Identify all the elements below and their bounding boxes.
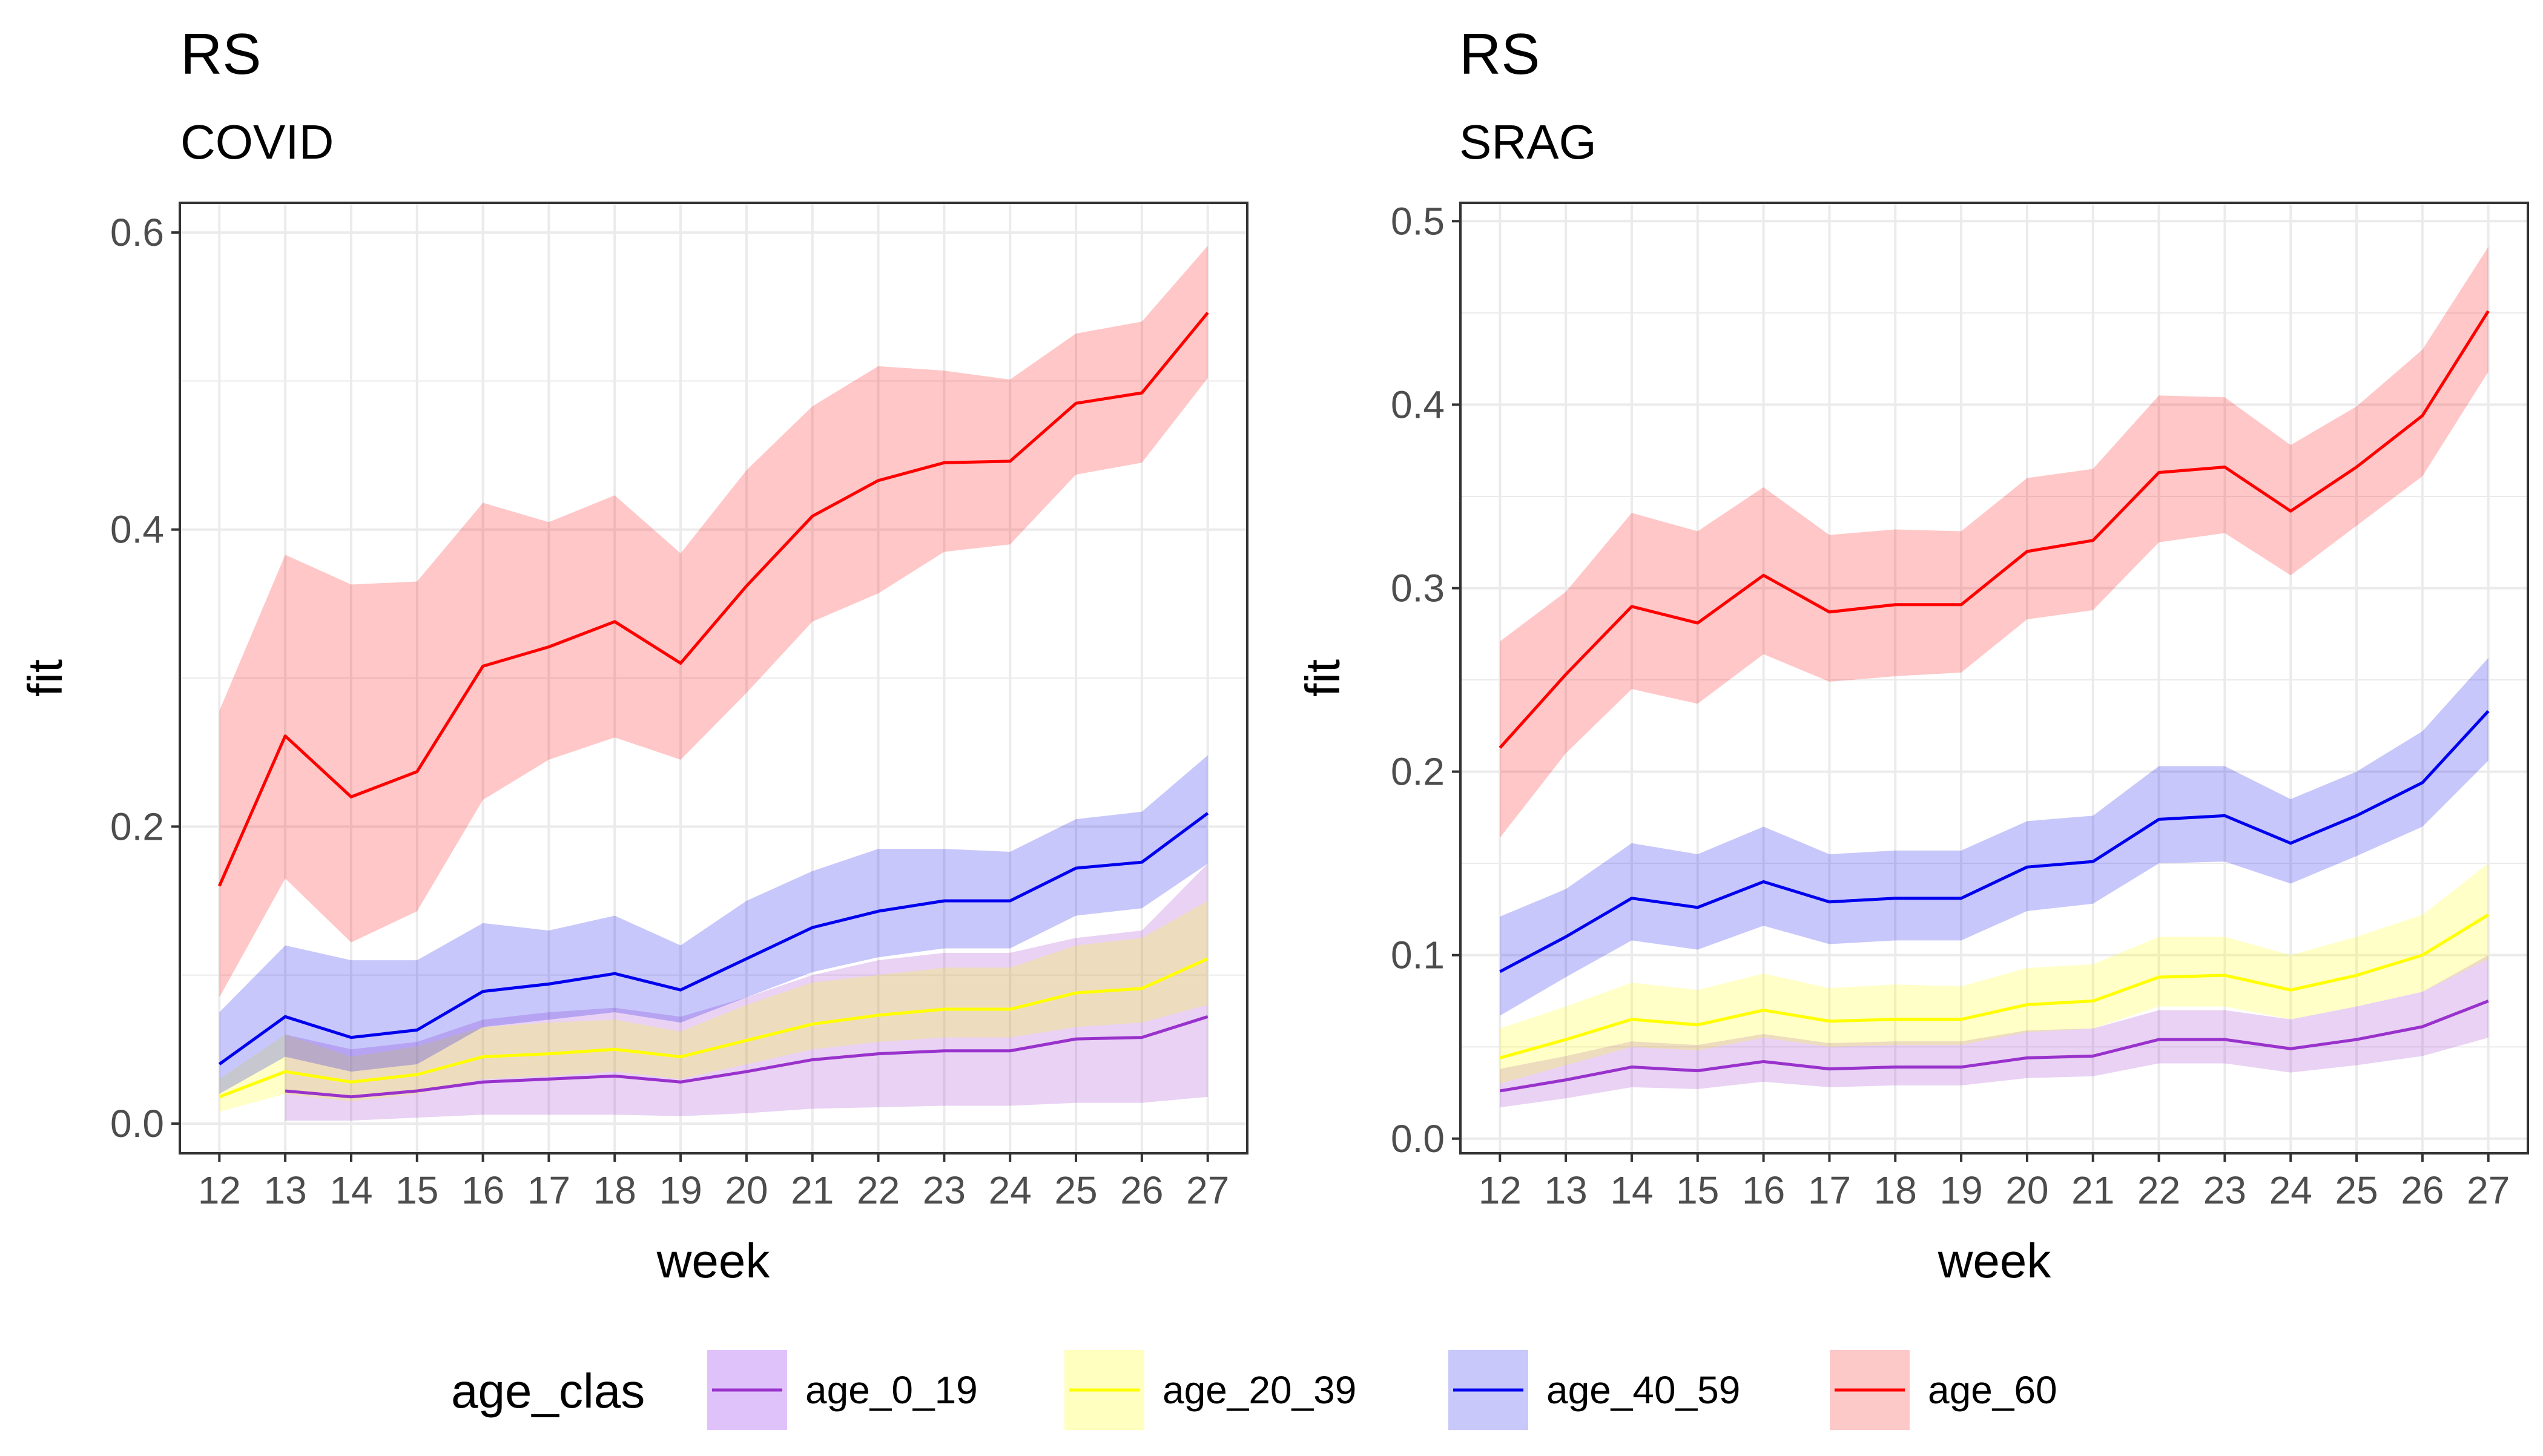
x-tick-label: 26 xyxy=(2401,1168,2444,1212)
panel-subtitle: SRAG xyxy=(1459,115,1597,169)
x-tick-label: 18 xyxy=(593,1168,636,1212)
ribbon-age_40_59 xyxy=(219,755,1208,1094)
x-tick-label: 13 xyxy=(1545,1168,1588,1212)
ribbon-age_60 xyxy=(1500,246,2489,838)
x-tick-label: 21 xyxy=(2071,1168,2114,1212)
x-tick-label: 26 xyxy=(1120,1168,1163,1212)
series-line-age_40_59 xyxy=(218,812,1209,1066)
x-tick-label: 13 xyxy=(264,1168,307,1212)
plot-background xyxy=(1460,203,2528,1153)
x-axis: 12 13 14 15 16 17 18 19 20 21 22 23 24 25 26 27 xyxy=(1479,1153,2510,1212)
panel-srag: RS SRAG week fit 12 13 14 15 16 17 18 19 20 21 22 2… xyxy=(1296,22,2529,1288)
x-tick-label: 20 xyxy=(725,1168,768,1212)
x-tick-label: 12 xyxy=(198,1168,241,1212)
plot-border xyxy=(1459,202,2529,1155)
panel-covid: RS COVID week fit 12 13 14 15 16 17 18 19 20 21 22… xyxy=(18,22,1248,1288)
x-tick-label: 15 xyxy=(1676,1168,1719,1212)
panel-subtitle: COVID xyxy=(180,115,334,169)
ribbon-age_40_59 xyxy=(1500,657,2489,1016)
x-tick-label: 21 xyxy=(791,1168,834,1212)
ribbon-age_20_39 xyxy=(219,900,1208,1112)
legend-label: age_40_59 xyxy=(1546,1368,1740,1412)
series-line-age_60 xyxy=(218,311,1209,887)
panel-title: RS xyxy=(180,22,261,87)
y-tick-label: 0.3 xyxy=(1391,566,1445,610)
x-tick-label: 19 xyxy=(659,1168,702,1212)
ribbon-age_0_19 xyxy=(1500,955,2489,1108)
x-tick-label: 24 xyxy=(989,1168,1032,1212)
x-tick-label: 16 xyxy=(1742,1168,1785,1212)
ribbon-age_60 xyxy=(219,246,1208,998)
series-line-age_0_19 xyxy=(285,1015,1209,1099)
y-tick-label: 0.5 xyxy=(1391,199,1445,243)
y-axis: 0.0 0.1 0.2 0.3 0.4 0.5 xyxy=(1391,199,1460,1161)
legend-label: age_20_39 xyxy=(1163,1368,1356,1412)
y-axis-title: fit xyxy=(1296,659,1350,697)
plot-area xyxy=(179,202,1248,1155)
plot-border xyxy=(179,202,1248,1155)
x-axis-title: week xyxy=(656,1234,771,1288)
x-tick-label: 25 xyxy=(1054,1168,1097,1212)
ribbon-age_20_39 xyxy=(1500,863,2489,1084)
series-line-age_60 xyxy=(1499,310,2490,749)
y-tick-label: 0.2 xyxy=(1391,750,1445,794)
y-tick-label: 0.1 xyxy=(1391,934,1445,977)
x-tick-label: 23 xyxy=(923,1168,966,1212)
x-tick-label: 25 xyxy=(2335,1168,2378,1212)
series-line-age_40_59 xyxy=(1499,710,2490,973)
x-tick-label: 22 xyxy=(857,1168,900,1212)
series-line-age_20_39 xyxy=(219,957,1209,1099)
x-tick-label: 14 xyxy=(1610,1168,1653,1212)
x-tick-label: 15 xyxy=(395,1168,438,1212)
y-tick-label: 0.6 xyxy=(110,211,164,254)
x-tick-label: 17 xyxy=(527,1168,570,1212)
x-tick-label: 24 xyxy=(2269,1168,2312,1212)
y-tick-label: 0.0 xyxy=(1391,1117,1445,1161)
legend-label: age_60 xyxy=(1928,1368,2057,1412)
series-line-age_20_39 xyxy=(1499,913,2490,1059)
x-tick-label: 18 xyxy=(1874,1168,1917,1212)
y-tick-label: 0.2 xyxy=(110,805,164,848)
y-tick-label: 0.4 xyxy=(1391,383,1445,426)
x-tick-label: 16 xyxy=(461,1168,504,1212)
legend-item-age_60: age_60 xyxy=(1830,1350,2057,1430)
legend-item-age_0_19: age_0_19 xyxy=(707,1350,978,1430)
x-tick-label: 17 xyxy=(1808,1168,1851,1212)
y-tick-label: 0.0 xyxy=(110,1102,164,1145)
x-tick-label: 20 xyxy=(2005,1168,2048,1212)
legend-item-age_20_39: age_20_39 xyxy=(1064,1350,1356,1430)
x-axis: 12 13 14 15 16 17 18 19 20 21 22 23 24 25 26 27 xyxy=(198,1153,1229,1212)
x-tick-label: 19 xyxy=(1939,1168,1982,1212)
legend-label: age_0_19 xyxy=(805,1368,978,1412)
x-tick-label: 23 xyxy=(2203,1168,2246,1212)
x-tick-label: 27 xyxy=(1186,1168,1229,1212)
panel-title: RS xyxy=(1459,22,1540,87)
series-line-age_0_19 xyxy=(1499,1000,2489,1093)
x-tick-label: 27 xyxy=(2467,1168,2510,1212)
plot-area xyxy=(1459,202,2529,1155)
legend-item-age_40_59: age_40_59 xyxy=(1448,1350,1740,1430)
x-tick-label: 14 xyxy=(329,1168,372,1212)
x-tick-label: 22 xyxy=(2137,1168,2180,1212)
y-tick-label: 0.4 xyxy=(110,508,164,552)
y-axis: 0.0 0.2 0.4 0.6 xyxy=(110,211,180,1145)
x-axis-title: week xyxy=(1938,1234,2052,1288)
legend-title: age_clas xyxy=(451,1364,645,1418)
y-axis-title: fit xyxy=(18,659,72,697)
x-tick-label: 12 xyxy=(1479,1168,1522,1212)
legend: age_clas age_0_19 age_20_39 age_40_59 age_6… xyxy=(451,1350,2057,1430)
